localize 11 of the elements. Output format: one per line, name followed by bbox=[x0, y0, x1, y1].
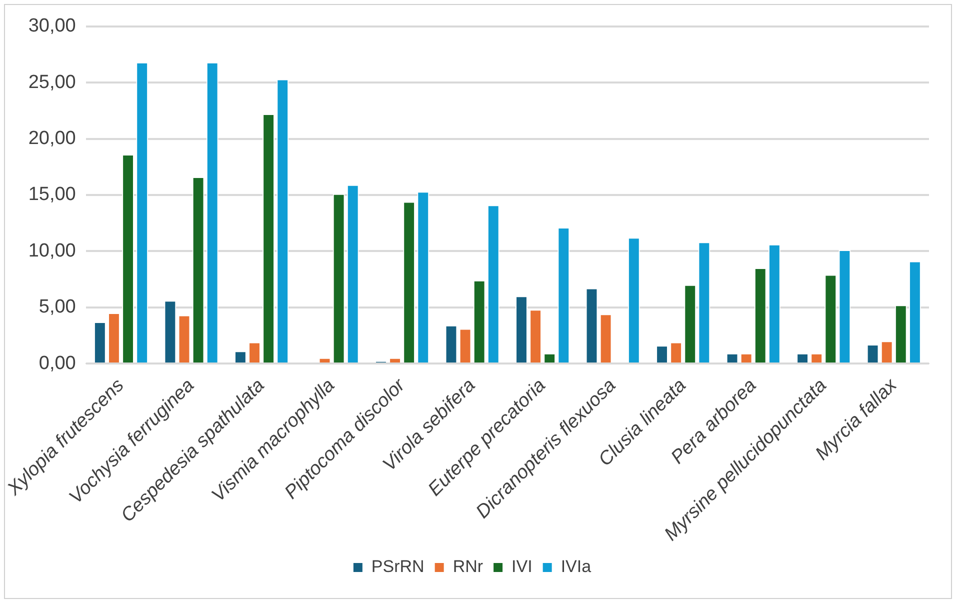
y-tick-label: 30,00 bbox=[28, 16, 76, 37]
y-tick-label: 15,00 bbox=[28, 184, 76, 206]
legend-label: RNr bbox=[452, 557, 484, 576]
legend-label: IVIa bbox=[560, 557, 592, 576]
legend-label: IVI bbox=[512, 557, 532, 576]
y-tick-label: 10,00 bbox=[28, 240, 76, 262]
y-tick-label: 25,00 bbox=[28, 72, 76, 93]
y-tick-label: 0,00 bbox=[38, 352, 76, 374]
y-tick-label: 5,00 bbox=[38, 296, 76, 318]
y-tick-label: 20,00 bbox=[28, 128, 76, 150]
legend-label: PSrRN bbox=[371, 557, 424, 576]
